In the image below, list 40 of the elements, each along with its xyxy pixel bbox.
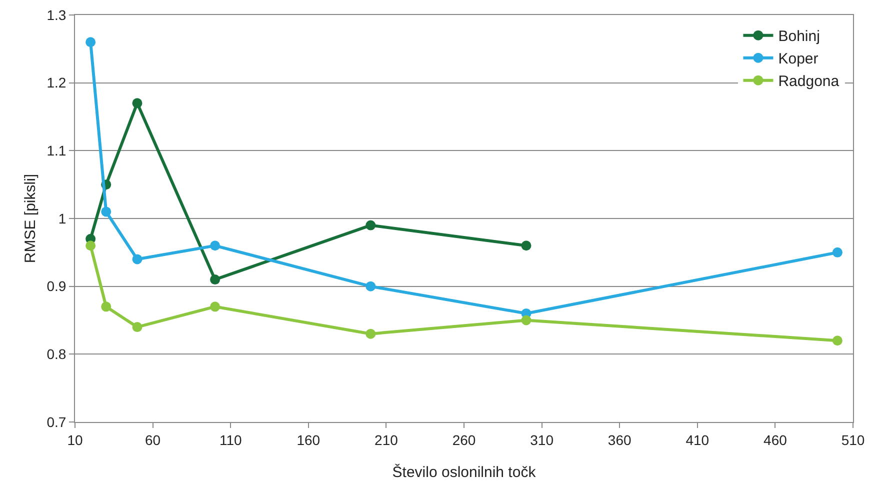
legend-label: Koper	[778, 50, 818, 68]
y-tick-label: 1.3	[46, 6, 66, 23]
x-tick-label: 410	[686, 432, 710, 448]
point	[210, 302, 220, 312]
x-tick-label: 310	[530, 432, 554, 448]
x-tick-label: 460	[764, 432, 788, 448]
y-tick-label: 1	[58, 210, 66, 226]
point	[366, 281, 376, 292]
y-tick-label: 1.1	[46, 142, 66, 159]
y-tick-label: 0.8	[46, 346, 66, 362]
point	[832, 247, 842, 258]
y-tick-label: 1.2	[46, 74, 66, 91]
y-axis-title: RMSE [piksli]	[22, 174, 39, 264]
legend-label: Radgona	[778, 73, 840, 90]
y-tick-label: 0.7	[46, 414, 66, 430]
x-axis-title: Število oslonilnih točk	[392, 463, 536, 481]
point	[521, 315, 532, 326]
x-tick-label: 60	[145, 432, 161, 448]
point	[366, 328, 376, 339]
point	[132, 322, 142, 332]
point	[366, 220, 376, 230]
x-tick-label: 510	[841, 432, 865, 448]
x-tick-label: 360	[608, 432, 632, 448]
point	[101, 206, 112, 217]
point	[132, 98, 142, 108]
x-tick-label: 160	[296, 432, 320, 448]
y-tick-label: 0.9	[46, 278, 66, 294]
point	[521, 240, 532, 251]
legend-label: Bohinj	[778, 28, 820, 46]
point	[832, 336, 842, 346]
point	[101, 302, 112, 312]
point	[132, 254, 142, 264]
x-tick-label: 10	[67, 432, 83, 448]
x-tick-label: 210	[374, 432, 398, 448]
x-tick-label: 260	[452, 432, 476, 448]
point	[86, 240, 96, 251]
point	[210, 274, 220, 285]
point	[210, 240, 220, 251]
point	[86, 37, 96, 48]
x-tick-label: 110	[219, 432, 242, 448]
